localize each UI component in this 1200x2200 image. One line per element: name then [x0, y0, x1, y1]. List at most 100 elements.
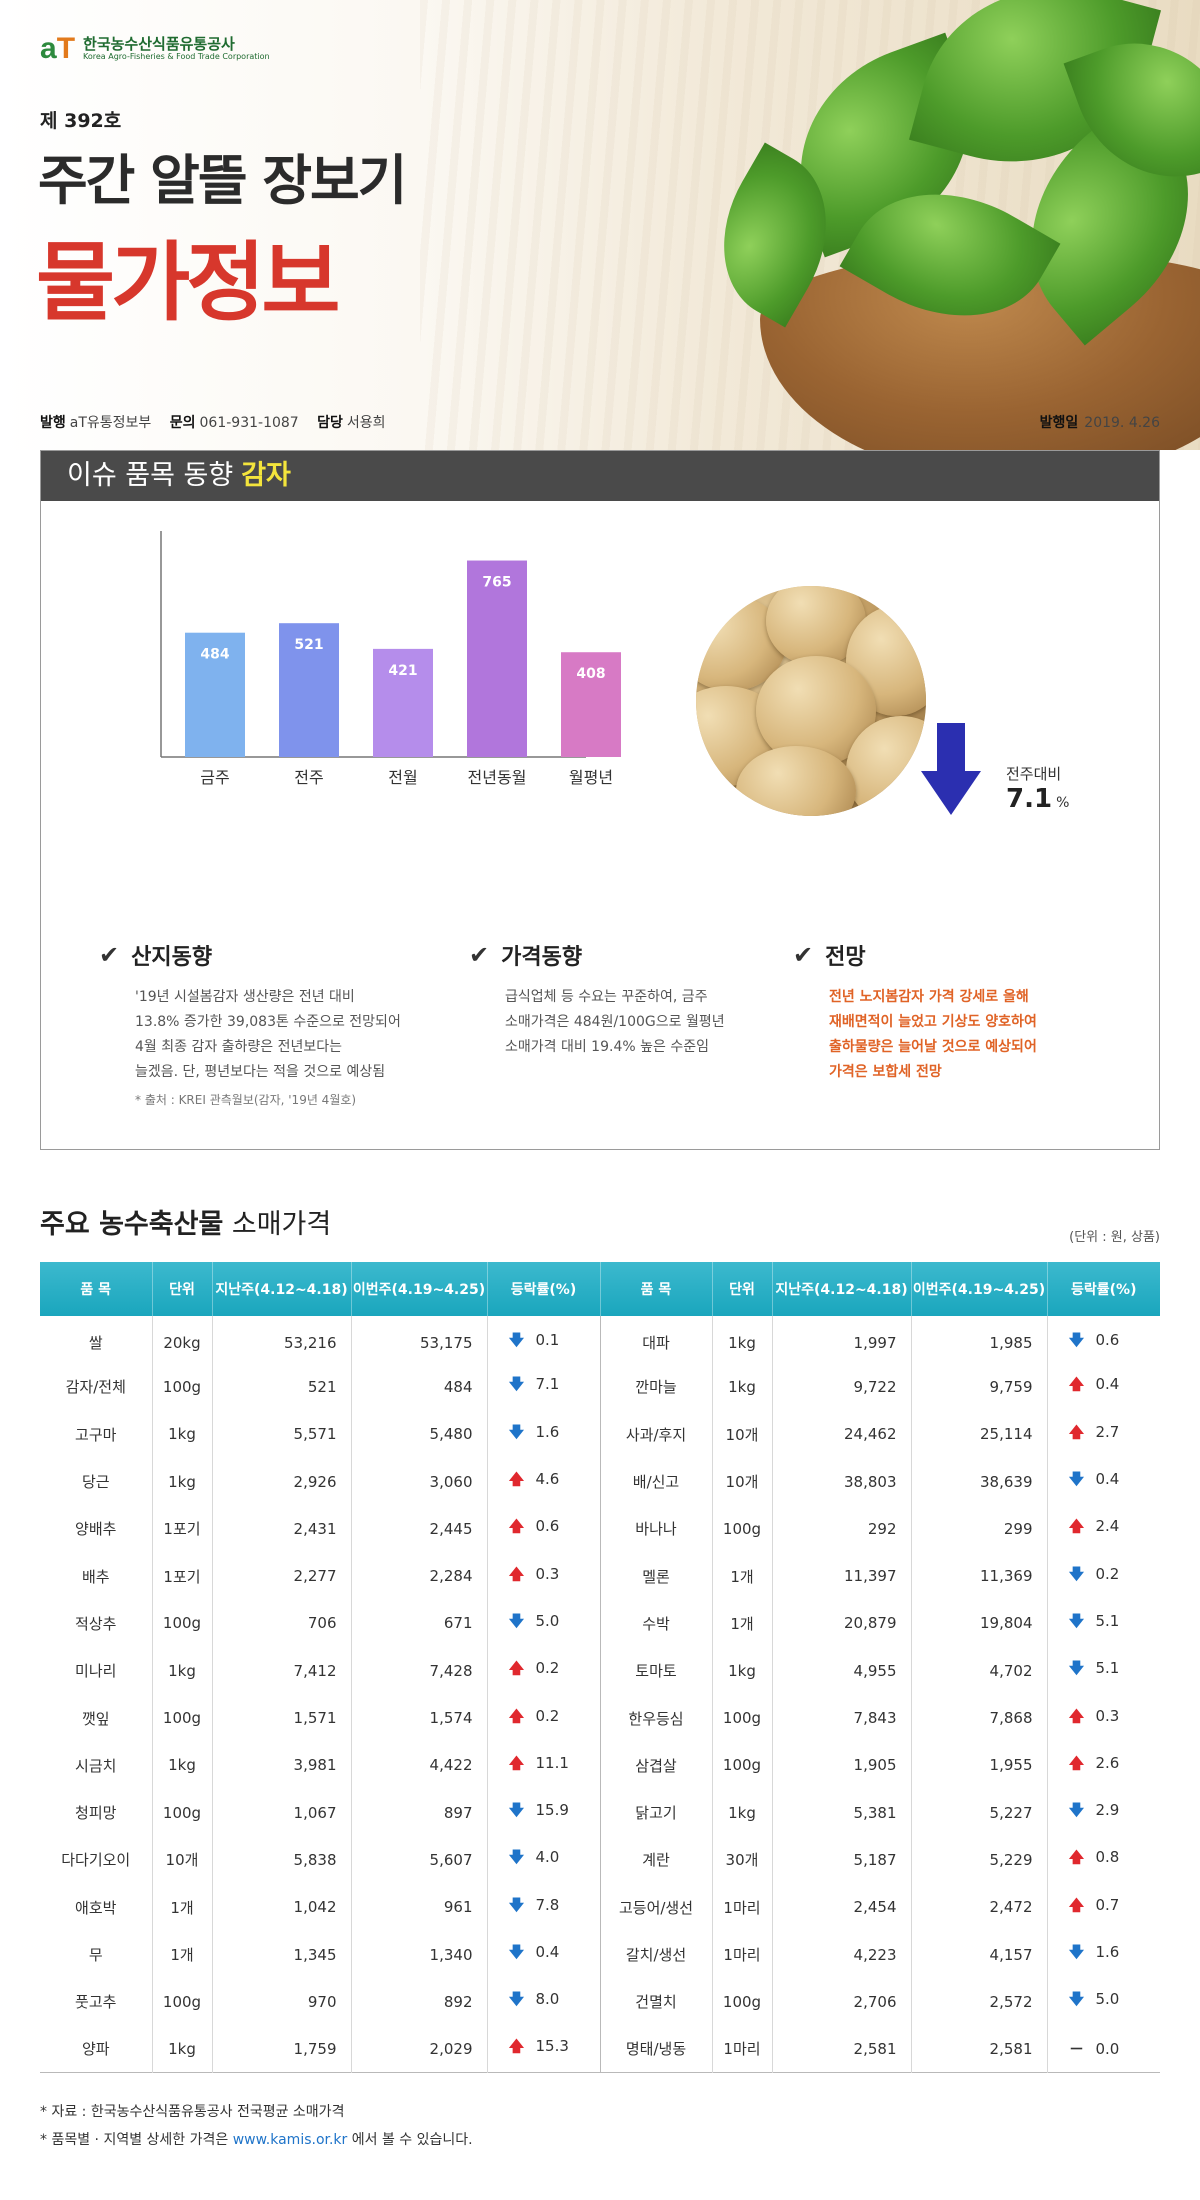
bar-value-label: 421	[388, 663, 417, 679]
kamis-link[interactable]: www.kamis.or.kr	[232, 2132, 348, 2148]
outlook-line: 전년 노지봄감자 가격 강세로 올해	[829, 989, 1029, 1005]
this-week-price: 2,472	[911, 1883, 1048, 1931]
change-rate-value: 11.1	[535, 1753, 569, 1772]
category-label: 전주	[294, 768, 323, 787]
item-name: 애호박	[40, 1883, 153, 1931]
change-rate: 🡇 0.4	[487, 1930, 601, 1979]
item-unit: 100g	[152, 1363, 213, 1411]
table-row: 쌀 20kg 53,216 53,175 🡇 0.1 대파 1kg 1,997 1,985 🡇 0.6	[40, 1316, 1160, 1364]
this-week-price: 53,175	[351, 1316, 488, 1364]
hero-banner: aT 한국농수산식품유통공사 Korea Agro-Fisheries & Fo…	[0, 0, 1200, 450]
change-rate-value: 2.6	[1095, 1753, 1120, 1772]
bar	[561, 652, 621, 757]
this-week-price: 5,229	[911, 1836, 1048, 1884]
column-header: 등락률(%)	[487, 1262, 601, 1316]
item-unit: 1kg	[152, 1741, 213, 1789]
this-week-price: 484	[351, 1363, 488, 1411]
up-arrow-icon: 🡅	[1068, 1706, 1085, 1725]
item-unit: 100g	[712, 1694, 773, 1742]
item-unit: 1포기	[152, 1552, 213, 1600]
column-header: 지난주(4.12~4.18)	[212, 1262, 352, 1316]
issue-item-name: 감자	[241, 460, 291, 491]
item-unit: 100g	[152, 1978, 213, 2026]
down-arrow-icon	[921, 723, 981, 815]
change-rate-value: 0.0	[1095, 2040, 1120, 2059]
change-rate-value: 0.2	[535, 1659, 560, 1678]
price-trend-title: 가격동향	[501, 945, 583, 970]
change-rate-value: 0.6	[535, 1517, 560, 1536]
item-unit: 1개	[712, 1552, 773, 1600]
item-name: 고등어/생선	[600, 1883, 713, 1931]
logo-korean-name: 한국농수산식품유통공사	[83, 34, 235, 53]
retail-price-table: 품 목 단위 지난주(4.12~4.18) 이번주(4.19~4.25) 등락률(%) 품…	[40, 1262, 1160, 2074]
this-week-price: 961	[351, 1883, 488, 1931]
last-week-price: 7,412	[212, 1647, 352, 1695]
last-week-price: 53,216	[212, 1316, 352, 1364]
bar-value-label: 408	[576, 666, 605, 682]
last-week-price: 292	[772, 1505, 912, 1553]
potato-image	[696, 586, 926, 816]
this-week-price: 1,574	[351, 1694, 488, 1742]
this-week-price: 7,428	[351, 1647, 488, 1695]
at-logo[interactable]: aT 한국농수산식품유통공사 Korea Agro-Fisheries & Fo…	[40, 34, 270, 64]
last-week-price: 2,454	[772, 1883, 912, 1931]
bar	[185, 632, 245, 757]
weekly-change-unit: %	[1056, 795, 1070, 811]
this-week-price: 9,759	[911, 1363, 1048, 1411]
item-name: 풋고추	[40, 1978, 153, 2026]
publisher-label: 발행	[40, 415, 66, 431]
this-week-price: 2,572	[911, 1978, 1048, 2026]
item-name: 청피망	[40, 1788, 153, 1837]
up-arrow-icon: 🡅	[1068, 1753, 1085, 1772]
change-rate: 🡅 2.7	[1047, 1411, 1160, 1458]
up-arrow-icon: 🡅	[508, 1706, 525, 1725]
publisher: aT유통정보부	[69, 415, 152, 431]
change-rate: 🡅 0.4	[1047, 1363, 1160, 1410]
item-name: 대파	[600, 1316, 713, 1364]
change-rate-value: 1.6	[535, 1422, 560, 1441]
down-arrow-icon: 🡇	[1068, 1943, 1085, 1961]
last-week-price: 1,759	[212, 2025, 352, 2073]
this-week-price: 19,804	[911, 1599, 1048, 1648]
origin-trend-line: '19년 시설봄감자 생산량은 전년 대비	[135, 989, 355, 1005]
category-label: 금주	[200, 768, 229, 787]
table-row: 풋고추 100g 970 892 🡇 8.0 건멸치 100g 2,706 2,572 🡇 5.0	[40, 1978, 1160, 2026]
up-arrow-icon: 🡅	[508, 1470, 525, 1489]
footer-source: * 자료 : 한국농수산식품유통공사 전국평균 소매가격	[40, 2104, 345, 2120]
bar	[373, 648, 433, 757]
item-unit: 1kg	[152, 1457, 213, 1506]
table-row: 다다기오이 10개 5,838 5,607 🡇 4.0 계란 30개 5,187 5,229 🡅 0.…	[40, 1836, 1160, 1884]
change-rate: 🡇 0.1	[487, 1316, 601, 1364]
origin-trend-line: 13.8% 증가한 39,083톤 수준으로 전망되어	[135, 1014, 401, 1030]
last-week-price: 2,581	[772, 2025, 912, 2073]
item-unit: 10개	[712, 1410, 773, 1458]
retail-price-title-rest: 소매가격	[231, 1209, 332, 1240]
item-name: 건멸치	[600, 1978, 713, 2026]
table-row: 미나리 1kg 7,412 7,428 🡅 0.2 토마토 1kg 4,955 4,702 🡇 5.1	[40, 1647, 1160, 1695]
bar	[467, 560, 527, 757]
change-rate-value: 7.1	[535, 1375, 560, 1394]
publication-date: 발행일 2019. 4.26	[1040, 412, 1160, 432]
change-rate-value: 0.4	[535, 1943, 560, 1961]
table-row: 고구마 1kg 5,571 5,480 🡇 1.6 사과/후지 10개 24,462 25,114…	[40, 1410, 1160, 1458]
item-name: 감자/전체	[40, 1363, 153, 1411]
last-week-price: 1,042	[212, 1883, 352, 1931]
this-week-price: 3,060	[351, 1457, 488, 1506]
this-week-price: 2,445	[351, 1505, 488, 1553]
last-week-price: 706	[212, 1599, 352, 1648]
table-row: 배추 1포기 2,277 2,284 🡅 0.3 멜론 1개 11,397 11,369 🡇 0.2	[40, 1552, 1160, 1600]
item-unit: 30개	[712, 1836, 773, 1884]
change-rate: 🡅 0.6	[487, 1505, 601, 1553]
origin-trend-line: 늘겠음. 단, 평년보다는 적을 것으로 예상됨	[135, 1064, 386, 1080]
contact-phone: 061-931-1087	[199, 415, 299, 431]
last-week-price: 11,397	[772, 1552, 912, 1600]
item-name: 무	[40, 1930, 153, 1979]
column-header: 단위	[152, 1262, 213, 1316]
last-week-price: 1,997	[772, 1316, 912, 1364]
column-header: 이번주(4.19~4.25)	[351, 1262, 488, 1316]
check-icon: ✔	[469, 941, 490, 969]
item-unit: 1개	[152, 1930, 213, 1979]
column-header: 품 목	[600, 1262, 713, 1316]
column-header: 이번주(4.19~4.25)	[911, 1262, 1048, 1316]
last-week-price: 4,955	[772, 1647, 912, 1695]
